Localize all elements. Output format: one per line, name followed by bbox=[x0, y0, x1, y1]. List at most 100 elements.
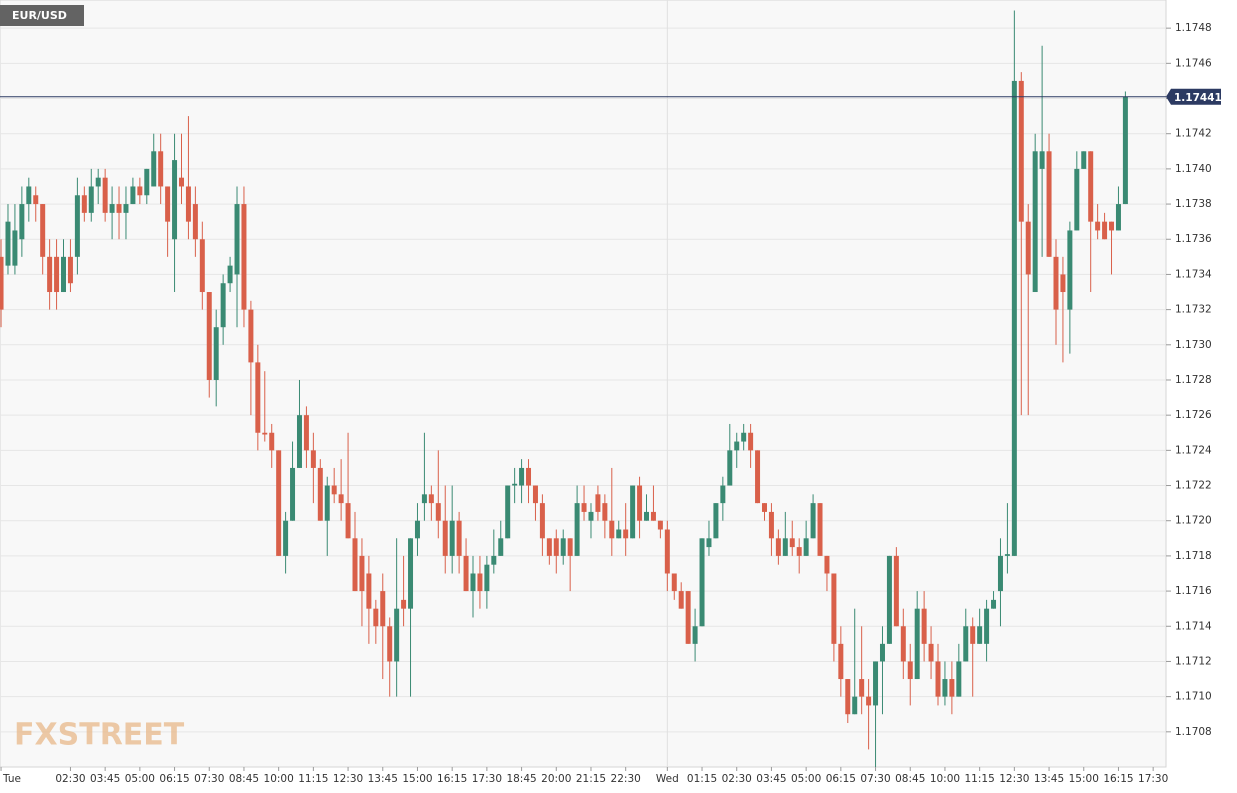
candle-body bbox=[255, 362, 261, 433]
last-price-label: 1.17441 bbox=[1174, 92, 1222, 104]
candle-body bbox=[741, 432, 747, 442]
candle-body bbox=[685, 591, 691, 644]
candle-body bbox=[859, 679, 865, 697]
candle-body bbox=[546, 538, 552, 556]
x-tick-label: 10:00 bbox=[264, 773, 294, 785]
candle-body bbox=[782, 538, 788, 556]
candle-body bbox=[699, 538, 705, 627]
x-tick-label: 01:15 bbox=[687, 773, 717, 785]
candle-body bbox=[435, 503, 441, 521]
candle-body bbox=[838, 643, 844, 680]
candle-body bbox=[935, 661, 941, 697]
candle-body bbox=[609, 520, 615, 539]
candle-body bbox=[1067, 230, 1073, 310]
candle-body bbox=[720, 485, 726, 504]
candle-body bbox=[539, 503, 545, 539]
candle-body bbox=[81, 195, 87, 213]
candle-body bbox=[866, 696, 872, 706]
candle-body bbox=[303, 415, 309, 451]
candle-body bbox=[192, 204, 198, 240]
candle-body bbox=[40, 204, 46, 257]
x-tick-label: 08:45 bbox=[229, 773, 259, 785]
x-tick-label: 05:00 bbox=[125, 773, 155, 785]
candle-body bbox=[165, 186, 171, 222]
y-tick-label: 1.1746 bbox=[1175, 57, 1212, 69]
candle-body bbox=[678, 591, 684, 609]
candle-body bbox=[692, 626, 698, 644]
candle-body bbox=[1004, 554, 1010, 556]
candle-body bbox=[824, 555, 830, 574]
candle-body bbox=[755, 450, 761, 504]
candle-body bbox=[234, 204, 240, 275]
candle-body bbox=[963, 626, 969, 662]
y-tick-label: 1.1718 bbox=[1175, 550, 1212, 562]
candle-body bbox=[761, 503, 767, 512]
candle-body bbox=[449, 520, 455, 556]
candle-body bbox=[47, 256, 53, 293]
candle-body bbox=[588, 511, 594, 521]
candle-body bbox=[630, 485, 636, 539]
x-tick-label: 18:45 bbox=[506, 773, 536, 785]
candle-body bbox=[852, 696, 858, 715]
x-tick-label: 22:30 bbox=[611, 773, 641, 785]
y-tick-label: 1.1722 bbox=[1175, 480, 1212, 492]
candle-body bbox=[498, 538, 504, 556]
candle-body bbox=[644, 511, 650, 521]
candle-body bbox=[650, 511, 656, 521]
y-tick-label: 1.1720 bbox=[1175, 515, 1212, 527]
x-tick-label: 16:15 bbox=[437, 773, 467, 785]
x-tick-label: 08:45 bbox=[895, 773, 925, 785]
x-tick-label: 21:15 bbox=[576, 773, 606, 785]
candle-body bbox=[706, 538, 712, 548]
x-tick-label: 03:45 bbox=[90, 773, 120, 785]
candle-body bbox=[505, 485, 511, 539]
y-tick-label: 1.1724 bbox=[1175, 444, 1212, 456]
candle-body bbox=[421, 494, 427, 504]
candle-body bbox=[283, 520, 289, 556]
candle-body bbox=[1081, 151, 1087, 169]
x-tick-label: 02:30 bbox=[722, 773, 752, 785]
candle-body bbox=[1095, 221, 1101, 231]
candle-body bbox=[1102, 221, 1108, 240]
candle-body bbox=[387, 626, 393, 662]
candle-body bbox=[67, 256, 73, 284]
candle-body bbox=[532, 485, 538, 504]
y-tick-label: 1.1710 bbox=[1175, 691, 1212, 703]
candle-body bbox=[817, 503, 823, 556]
candle-body bbox=[671, 573, 677, 592]
candle-body bbox=[1011, 80, 1017, 556]
y-tick-label: 1.1714 bbox=[1175, 620, 1212, 632]
candle-body bbox=[907, 661, 913, 680]
candle-body bbox=[942, 679, 948, 697]
candle-body bbox=[1032, 151, 1038, 293]
candle-body bbox=[657, 520, 663, 530]
candle-body bbox=[956, 661, 962, 697]
x-tick-label: 13:45 bbox=[368, 773, 398, 785]
candle-body bbox=[262, 432, 268, 435]
candle-body bbox=[789, 538, 795, 548]
candle-body bbox=[616, 529, 622, 539]
candle-body bbox=[352, 538, 358, 592]
candle-body bbox=[553, 538, 559, 556]
candle-body bbox=[886, 555, 892, 644]
candle-body bbox=[213, 327, 219, 380]
candle-body bbox=[734, 441, 740, 451]
candle-body bbox=[428, 494, 434, 504]
candle-body bbox=[331, 485, 337, 495]
candle-body bbox=[401, 599, 407, 609]
candle-body bbox=[491, 555, 497, 565]
x-tick-label: 07:30 bbox=[194, 773, 224, 785]
candle-body bbox=[359, 555, 365, 592]
candle-body bbox=[775, 538, 781, 556]
candle-body bbox=[984, 608, 990, 644]
candle-body bbox=[290, 467, 296, 521]
candle-body bbox=[95, 177, 101, 187]
candle-body bbox=[484, 564, 490, 592]
candle-body bbox=[206, 292, 212, 380]
y-tick-label: 1.1748 bbox=[1175, 22, 1212, 34]
candle-body bbox=[526, 467, 532, 486]
x-tick-label: 17:30 bbox=[1138, 773, 1168, 785]
candle-body bbox=[220, 283, 226, 328]
x-tick-label: 06:15 bbox=[826, 773, 856, 785]
